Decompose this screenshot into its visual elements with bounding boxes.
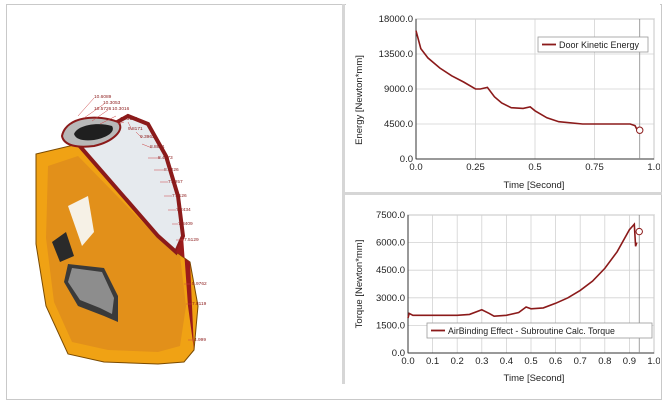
energy-xlabel: Time [Second] xyxy=(504,180,565,191)
energy-legend[interactable] xyxy=(537,36,649,53)
fringe-label: 4.999 xyxy=(194,337,206,343)
torque-ytick-label: 4500.0 xyxy=(376,265,405,276)
energy-ytick-label: 4500.0 xyxy=(384,119,413,130)
fringe-label: 8.8871 xyxy=(150,144,165,150)
fringe-labels: 10.6089 10.3053 10.5726 10.3016 10.3184 … xyxy=(94,94,207,343)
energy-marker-point[interactable] xyxy=(636,126,644,134)
fringe-label: 7.8957 xyxy=(168,179,183,185)
energy-xtick-label: 0.75 xyxy=(585,162,604,173)
fringe-label: 10.5726 xyxy=(94,106,112,112)
torque-ytick-label: 0.0 xyxy=(392,348,405,359)
door-model[interactable]: 10.6089 10.3053 10.5726 10.3016 10.3184 … xyxy=(8,6,338,396)
fringe-label: 10.6089 xyxy=(94,94,112,100)
torque-xtick-label: 0.9 xyxy=(623,356,636,367)
fringe-leader-lines xyxy=(77,97,194,341)
torque-series-line[interactable] xyxy=(407,222,638,319)
torque-chart[interactable]: Torque [Newton*mm] Time [Second] 0.0 0.1 0… xyxy=(346,196,661,386)
energy-xtick-label: 0.25 xyxy=(466,162,485,173)
torque-xtick-label: 0.2 xyxy=(451,356,464,367)
door-handle-trim xyxy=(68,196,94,246)
torque-xtick-label: 0.0 xyxy=(401,356,414,367)
energy-plot-panel[interactable]: Energy [Newton*mm] Time [Second] 0.0 0.25… xyxy=(346,4,661,192)
fringe-label: 9.8171 xyxy=(128,126,143,132)
fringe-label: 7.8409 xyxy=(178,221,193,227)
torque-xtick-label: 0.8 xyxy=(598,356,611,367)
torque-legend-label: AirBinding Effect - Subroutine Calc. Tor… xyxy=(448,326,615,336)
energy-ytick-label: 13500.0 xyxy=(379,49,413,60)
torque-xlabel: Time [Second] xyxy=(504,373,565,384)
torque-xtick-label: 0.5 xyxy=(524,356,537,367)
torque-plot-panel[interactable]: Torque [Newton*mm] Time [Second] 0.0 0.1 0… xyxy=(346,196,661,386)
torque-marker-point[interactable] xyxy=(635,227,643,236)
torque-ytick-label: 7500.0 xyxy=(376,210,405,221)
torque-legend[interactable] xyxy=(426,322,653,339)
energy-series-line[interactable] xyxy=(415,30,639,131)
torque-xtick-label: 1.0 xyxy=(647,356,660,367)
fringe-label: 5.9762 xyxy=(192,281,207,287)
fringe-label: 10.3053 xyxy=(103,100,121,106)
torque-ytick-label: 1500.0 xyxy=(376,320,405,331)
torque-ylabel: Torque [Newton*mm] xyxy=(354,240,365,329)
torque-xtick-label: 0.3 xyxy=(475,356,488,367)
fringe-label: 10.3016 xyxy=(112,106,130,112)
window-glass xyxy=(74,113,186,256)
3d-viewport[interactable]: 10.6089 10.3053 10.5726 10.3016 10.3184 … xyxy=(8,6,338,396)
fringe-label: 7.5129 xyxy=(184,237,199,243)
fringe-label: 7.8119 xyxy=(192,301,207,307)
energy-legend-label: Door Kinetic Energy xyxy=(559,40,640,50)
torque-ytick-label: 3000.0 xyxy=(376,293,405,304)
torque-xtick-label: 0.6 xyxy=(549,356,562,367)
energy-ytick-label: 9000.0 xyxy=(384,84,413,95)
energy-xtick-label: 0.0 xyxy=(409,162,422,173)
energy-ylabel: Energy [Newton*mm] xyxy=(354,55,365,145)
energy-xtick-label: 0.5 xyxy=(528,162,541,173)
energy-ytick-label: 18000.0 xyxy=(379,14,413,25)
fringe-label: 8.4873 xyxy=(158,155,173,161)
door-frame-edge xyxy=(176,236,194,350)
torque-ytick-label: 6000.0 xyxy=(376,238,405,249)
panel-divider[interactable] xyxy=(342,4,345,384)
torque-xtick-label: 0.1 xyxy=(426,356,439,367)
energy-xtick-label: 1.0 xyxy=(647,162,660,173)
fringe-label: 7.7126 xyxy=(172,193,187,199)
armrest-pocket-inner xyxy=(68,268,114,314)
plot-splitter[interactable] xyxy=(345,192,662,195)
fringe-label: 9.3963 xyxy=(140,134,155,140)
mirror-glass xyxy=(74,124,113,141)
door-switch xyxy=(52,232,74,262)
fringe-label: 7.2434 xyxy=(176,207,191,213)
torque-xtick-label: 0.7 xyxy=(574,356,587,367)
energy-chart[interactable]: Energy [Newton*mm] Time [Second] 0.0 0.25… xyxy=(346,4,661,192)
fringe-label: 8.0226 xyxy=(164,167,179,173)
energy-ytick-label: 0.0 xyxy=(400,154,413,165)
fringe-label: 10.3184 xyxy=(120,116,138,122)
torque-xtick-label: 0.4 xyxy=(500,356,513,367)
